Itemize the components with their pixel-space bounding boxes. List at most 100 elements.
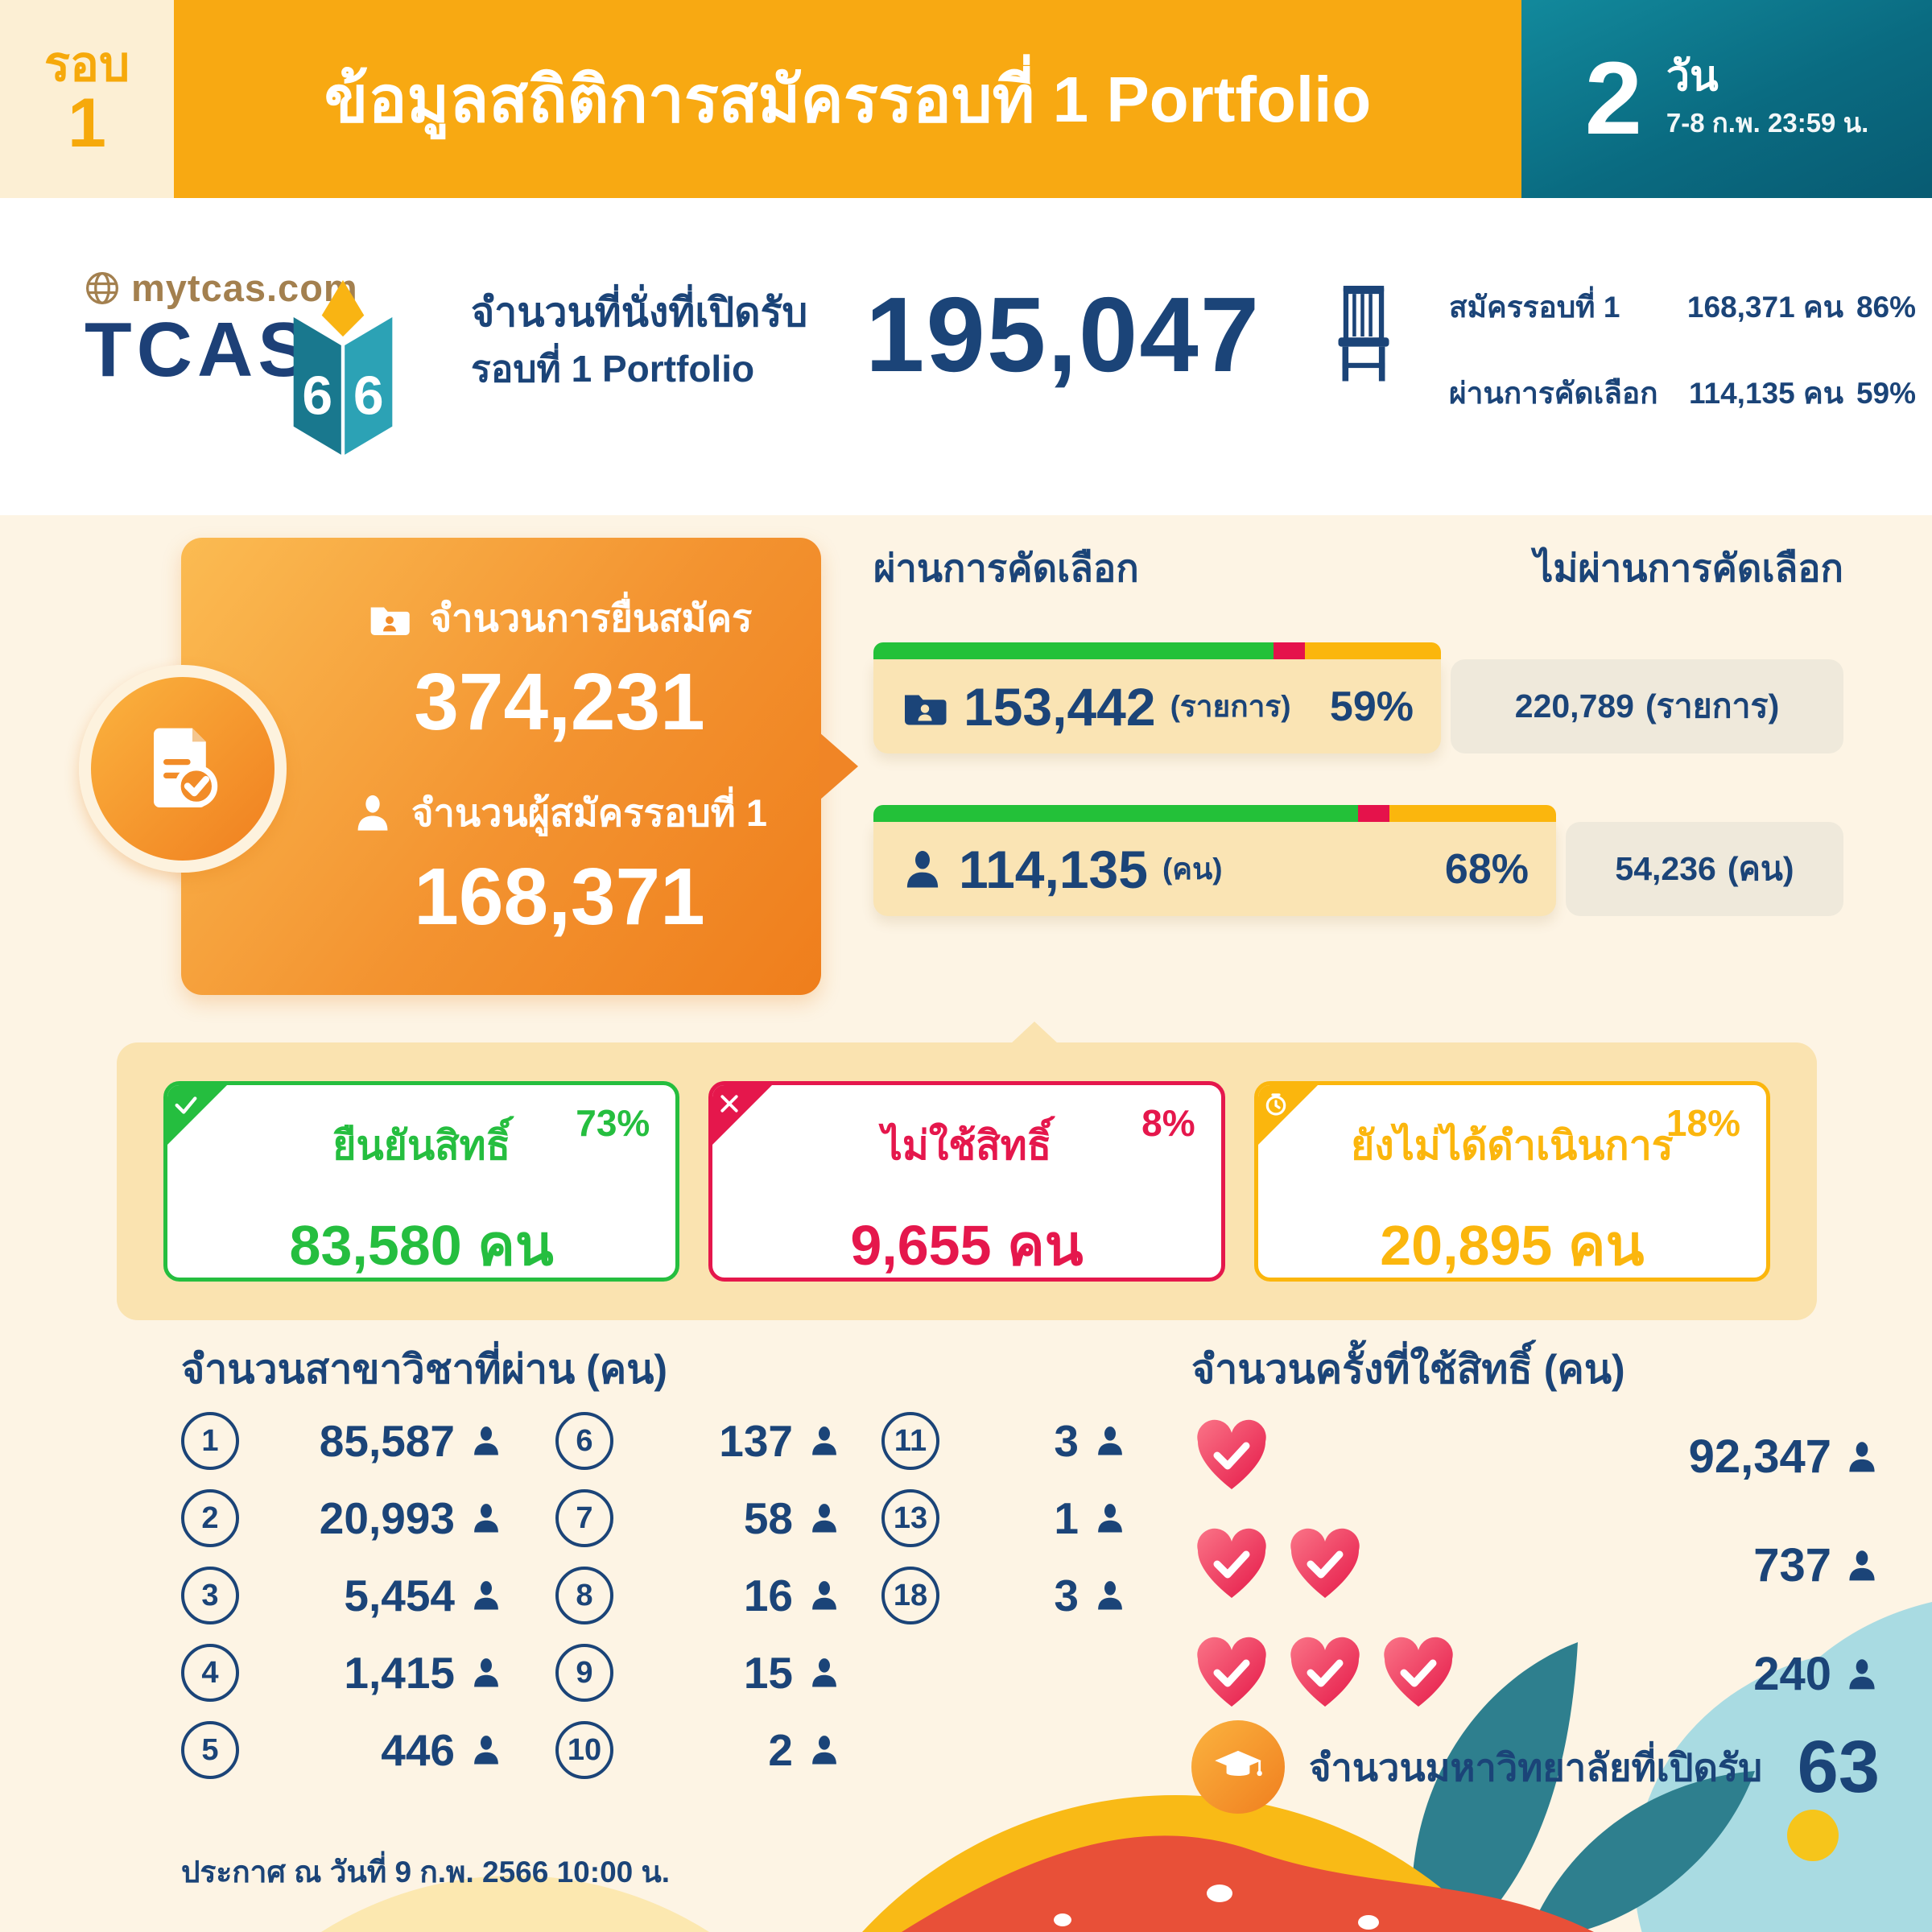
status-title: ไม่ใช้สิทธิ์ <box>881 1123 1052 1168</box>
branch-value: 15 <box>743 1648 793 1698</box>
pass-people-percent: 68% <box>1444 845 1529 893</box>
branch-value: 85,587 <box>319 1416 455 1466</box>
tcas-logo: mytcas.com TCAS <box>85 266 423 391</box>
fail-people-unit: (คน) <box>1727 850 1794 887</box>
pass-people-unit: (คน) <box>1162 852 1223 886</box>
person-icon <box>1098 1504 1122 1533</box>
strip-confirmed <box>873 642 1274 659</box>
person-icon <box>812 1426 836 1455</box>
pass-items-value: 153,442 <box>964 676 1156 737</box>
selection-bar-items: 153,442 (รายการ) 59% 220,789 (รายการ) <box>873 642 1843 755</box>
fail-card-people: 54,236 (คน) <box>1566 822 1843 916</box>
person-icon <box>474 1736 498 1765</box>
stat-row-passed: ผ่านการคัดเลือก 114,135 คน 59% <box>1449 369 1916 417</box>
branch-row: 10 2 <box>555 1711 841 1789</box>
announcement-note: ประกาศ ณ วันที่ 9 ก.พ. 2566 10:00 น. <box>181 1856 671 1889</box>
rights-used-row-1: 92,347 <box>1191 1402 1880 1511</box>
site-name: mytcas.com <box>131 266 358 309</box>
branch-row: 11 3 <box>881 1402 1127 1480</box>
person-icon <box>812 1736 836 1765</box>
selection-bar-people: 114,135 (คน) 68% 54,236 (คน) <box>873 805 1843 918</box>
pass-header: ผ่านการคัดเลือก <box>873 547 1139 589</box>
folder-person-icon <box>367 596 412 641</box>
graduation-cap-icon <box>1191 1720 1285 1814</box>
status-percent: 18% <box>1666 1102 1740 1144</box>
status-card-declined: 8% ไม่ใช้สิทธิ์ 9,655 คน <box>708 1081 1225 1282</box>
stat-percent: 86% <box>1856 291 1916 324</box>
branches-column-1: 1 85,587 2 20,993 3 5,454 4 1,415 5 446 <box>181 1402 503 1789</box>
rights-used-value: 92,347 <box>1688 1430 1831 1483</box>
pass-card-people: 114,135 (คน) 68% <box>873 805 1556 916</box>
person-icon <box>812 1504 836 1533</box>
branch-value: 5,454 <box>344 1571 455 1620</box>
branch-count-circle: 5 <box>181 1721 239 1779</box>
heart-check-icon <box>1384 1637 1453 1707</box>
branch-row: 2 20,993 <box>181 1480 503 1557</box>
branch-row: 1 85,587 <box>181 1402 503 1480</box>
pass-card-items: 153,442 (รายการ) 59% <box>873 642 1441 753</box>
stat-label: สมัครรอบที่ 1 <box>1449 291 1620 324</box>
branch-row: 5 446 <box>181 1711 503 1789</box>
branches-column-3: 11 3 13 1 18 3 <box>881 1402 1127 1634</box>
x-icon <box>712 1085 773 1145</box>
person-icon <box>812 1581 836 1610</box>
page-title: ข้อมูลสถิติการสมัครรอบที่ 1 Portfolio <box>324 63 1372 135</box>
university-count-row: จำนวนมหาวิทยาลัยที่เปิดรับ 63 <box>1191 1715 1880 1819</box>
countdown-unit: วัน <box>1666 52 1719 100</box>
person-icon <box>1849 1550 1875 1580</box>
branches-heading: จำนวนสาขาวิชาที่ผ่าน (คน) <box>181 1347 668 1392</box>
branch-count-circle: 10 <box>555 1721 613 1779</box>
strip-pending <box>1389 805 1556 822</box>
rights-used-rows: 92,347 737 <box>1191 1402 1880 1728</box>
branch-value: 1,415 <box>344 1648 455 1698</box>
person-icon <box>1849 1441 1875 1472</box>
folder-person-icon <box>901 683 949 731</box>
heart-check-icon <box>1290 1637 1360 1707</box>
yellow-dot-decoration <box>1787 1810 1839 1861</box>
branch-value: 1 <box>1054 1493 1079 1543</box>
branch-row: 18 3 <box>881 1557 1127 1634</box>
heart-check-icon <box>1197 1419 1266 1489</box>
person-icon <box>812 1658 836 1687</box>
branch-count-circle: 7 <box>555 1489 613 1547</box>
status-strip <box>873 805 1556 822</box>
status-value: 83,580 คน <box>289 1214 554 1277</box>
title-bar: ข้อมูลสถิติการสมัครรอบที่ 1 Portfolio <box>174 0 1521 198</box>
branch-row: 3 5,454 <box>181 1557 503 1634</box>
person-icon <box>474 1504 498 1533</box>
globe-icon <box>85 270 120 306</box>
person-icon <box>1849 1658 1875 1689</box>
round-tab-word: รอบ <box>43 36 130 91</box>
applicants-label: จำนวนผู้สมัครรอบที่ 1 <box>411 791 767 834</box>
countdown-badge: 2 วัน 7-8 ก.พ. 23:59 น. <box>1521 0 1932 198</box>
check-icon <box>167 1085 227 1145</box>
strip-confirmed <box>873 805 1359 822</box>
branch-count-circle: 1 <box>181 1412 239 1470</box>
person-icon <box>1098 1426 1122 1455</box>
heart-check-icon <box>1290 1528 1360 1598</box>
branch-value: 16 <box>743 1571 793 1620</box>
tcas66-book-logo: 6 6 <box>290 280 396 465</box>
person-icon <box>474 1581 498 1610</box>
status-value: 9,655 คน <box>850 1214 1084 1277</box>
branch-count-circle: 2 <box>181 1489 239 1547</box>
strip-pending <box>1304 642 1441 659</box>
person-icon <box>901 848 944 891</box>
branches-column-2: 6 137 7 58 8 16 9 15 10 2 <box>555 1402 841 1789</box>
person-icon <box>474 1426 498 1455</box>
branch-count-circle: 11 <box>881 1412 939 1470</box>
branch-row: 9 15 <box>555 1634 841 1711</box>
pass-people-value: 114,135 <box>959 839 1148 899</box>
branch-value: 2 <box>768 1725 793 1775</box>
person-icon <box>352 792 394 834</box>
status-card-confirmed: 73% ยืนยันสิทธิ์ 83,580 คน <box>163 1081 680 1282</box>
pass-items-percent: 59% <box>1329 683 1414 730</box>
rights-used-value: 240 <box>1753 1648 1831 1700</box>
rights-used-row-3: 240 <box>1191 1620 1880 1728</box>
rights-used-heading: จำนวนครั้งที่ใช้สิทธิ์ (คน) <box>1191 1347 1625 1392</box>
person-icon <box>1098 1581 1122 1610</box>
applicants-row: จำนวนผู้สมัครรอบที่ 1 <box>352 782 767 843</box>
stat-value: 168,371 คน <box>1686 291 1843 324</box>
stat-row-applied: สมัครรอบที่ 1 168,371 คน 86% <box>1449 283 1916 331</box>
countdown-deadline: 7-8 ก.พ. 23:59 น. <box>1666 108 1869 138</box>
